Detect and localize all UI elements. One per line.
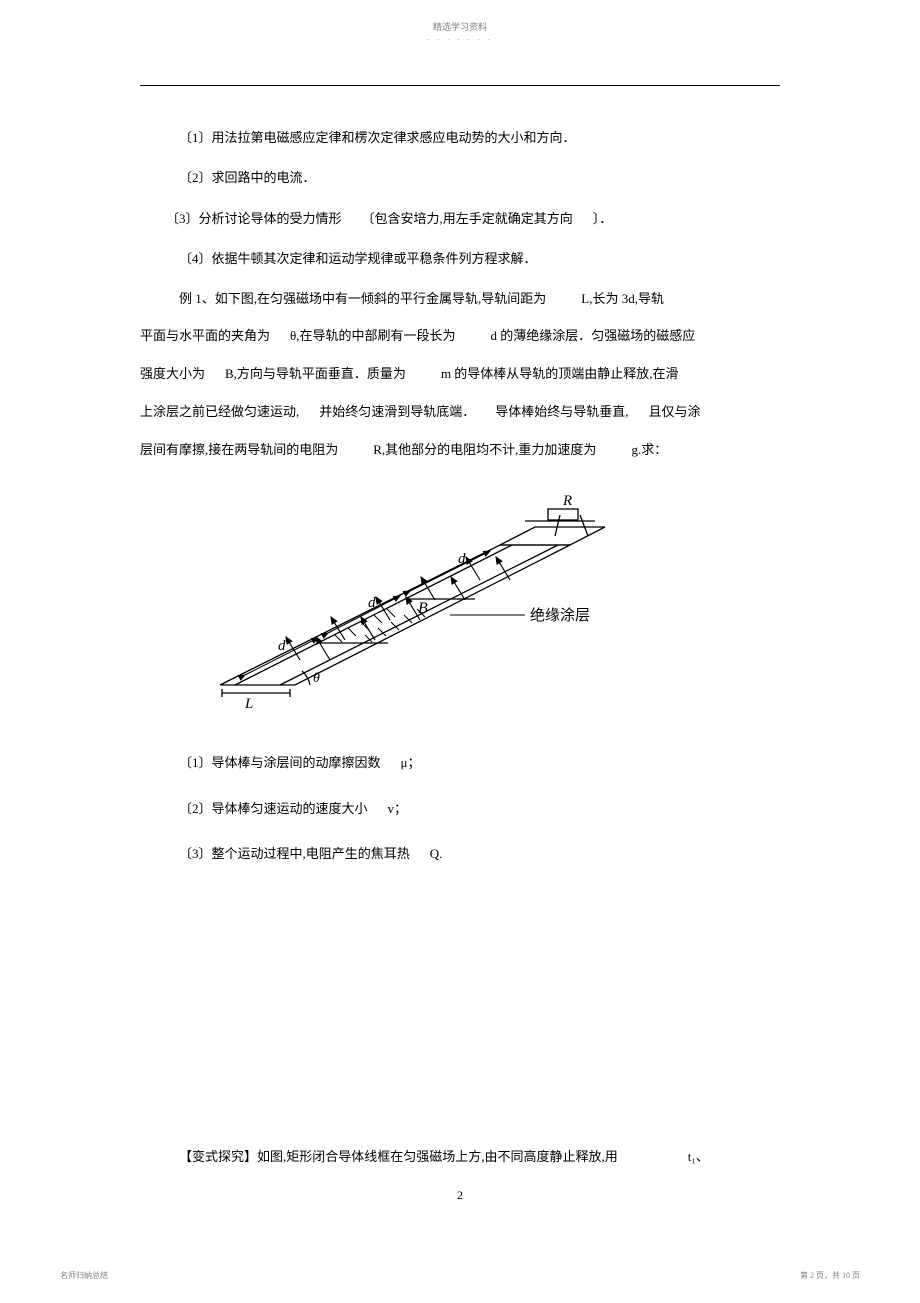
step-2: 〔2〕求回路中的电流． <box>140 160 780 196</box>
question-1: 〔1〕导体棒与涂层间的动摩擦因数 μ； <box>140 742 780 784</box>
step-3-b: 〔包含安培力,用左手定就确定其方向 <box>362 211 573 226</box>
fig-label-b: B <box>418 600 428 617</box>
fig-label-d3: d <box>278 638 286 654</box>
header-title: 精选学习资料 <box>0 20 920 33</box>
top-header: 精选学习资料 - - - - - - - <box>0 20 920 43</box>
fig-label-coating: 绝缘涂层 <box>530 607 590 624</box>
ex-l3a: 强度大小为 <box>140 366 205 381</box>
ex-l4c: 导体棒始终与导轨垂直, <box>495 404 628 419</box>
ex-l1b: L,长为 3d,导轨 <box>581 291 664 306</box>
fig-label-l: L <box>244 696 253 710</box>
q2a: 〔2〕导体棒匀速运动的速度大小 <box>179 801 368 816</box>
horizontal-rule <box>140 85 780 86</box>
ex-l2b: θ,在导轨的中部刷有一段长为 <box>290 328 455 343</box>
question-3: 〔3〕整个运动过程中,电阻产生的焦耳热 Q. <box>140 833 780 875</box>
footer-right: 第 2 页，共 10 页 <box>800 1270 860 1281</box>
fig-label-d1: d <box>458 551 466 567</box>
q3a: 〔3〕整个运动过程中,电阻产生的焦耳热 <box>179 846 410 861</box>
ex-l2a: 平面与水平面的夹角为 <box>140 328 270 343</box>
variant-line: 【变式探究】如图,矩形闭合导体线框在匀强磁场上方,由不同高度静止释放,用 t₁、 <box>140 1139 780 1175</box>
page-number: 2 <box>140 1179 780 1213</box>
variant-prefix: 【变式探究】如图,矩形闭合导体线框在匀强磁场上方,由不同高度静止释放,用 <box>179 1149 618 1164</box>
fig-label-theta: θ <box>313 671 320 686</box>
ex-l2c: d 的薄绝缘涂层．匀强磁场的磁感应 <box>491 328 696 343</box>
step-4: 〔4〕依据牛顿其次定律和运动学规律或平稳条件列方程求解． <box>140 241 780 277</box>
q1a: 〔1〕导体棒与涂层间的动摩擦因数 <box>179 755 381 770</box>
example-text: 例 1、如下图,在匀强磁场中有一倾斜的平行金属导轨,导轨间距为 L,长为 3d,导… <box>140 282 780 467</box>
footer-left: 名师归纳总结 <box>60 1270 108 1281</box>
q2b: v； <box>388 801 408 816</box>
ex-l5a: 层间有摩擦,接在两导轨间的电阻为 <box>140 442 338 457</box>
fig-label-d2: d <box>368 595 376 611</box>
ex-l5c: g.求： <box>631 442 667 457</box>
ex-l1a: 例 1、如下图,在匀强磁场中有一倾斜的平行金属导轨,导轨间距为 <box>179 291 546 306</box>
ex-l5b: R,其他部分的电阻均不计,重力加速度为 <box>373 442 596 457</box>
variant-suffix: t₁、 <box>688 1149 709 1164</box>
figure-inclined-rail: R d d d B L θ 绝缘涂层 <box>200 485 620 724</box>
fig-label-r: R <box>562 493 572 509</box>
step-1: 〔1〕用法拉第电磁感应定律和楞次定律求感应电动势的大小和方向． <box>140 120 780 156</box>
ex-l3b: B,方向与导轨平面垂直．质量为 <box>225 366 406 381</box>
spacer <box>140 879 780 1139</box>
step-3: 〔3〕分析讨论导体的受力情形 〔包含安培力,用左手定就确定其方向 〕． <box>140 201 780 237</box>
q3b: Q. <box>430 846 443 861</box>
page-content: 〔1〕用法拉第电磁感应定律和楞次定律求感应电动势的大小和方向． 〔2〕求回路中的… <box>140 120 780 1179</box>
header-subtitle: - - - - - - - <box>0 35 920 43</box>
question-2: 〔2〕导体棒匀速运动的速度大小 v； <box>140 788 780 830</box>
questions-block: 〔1〕导体棒与涂层间的动摩擦因数 μ； 〔2〕导体棒匀速运动的速度大小 v； 〔3〕… <box>140 742 780 875</box>
ex-l3c: m 的导体棒从导轨的顶端由静止释放,在滑 <box>441 366 679 381</box>
step-3-c: 〕． <box>593 211 613 226</box>
ex-l4b: 并始终匀速滑到导轨底端． <box>319 404 475 419</box>
ex-l4a: 上涂层之前已经做匀速运动, <box>140 404 299 419</box>
ex-l4d: 且仅与涂 <box>649 404 701 419</box>
q1b: μ； <box>401 755 421 770</box>
step-3-a: 〔3〕分析讨论导体的受力情形 <box>166 211 342 226</box>
